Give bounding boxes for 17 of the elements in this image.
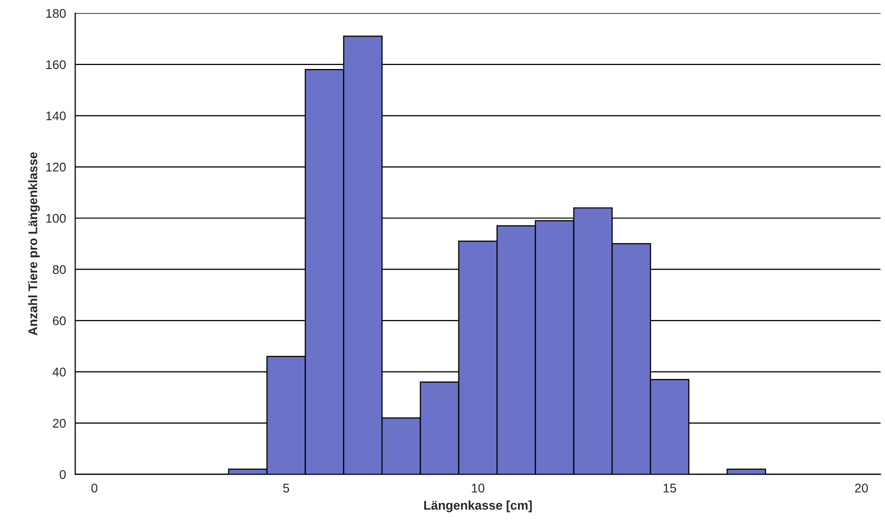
y-tick-label: 120 [46, 162, 66, 172]
y-tick-label: 180 [46, 8, 66, 18]
x-tick-label: 20 [855, 484, 868, 493]
x-tick-label: 0 [91, 484, 98, 493]
y-tick-label: 0 [60, 470, 66, 479]
x-tick-label: 10 [472, 484, 484, 493]
y-tick-label: 40 [52, 368, 66, 376]
x-axis-title: Längenkasse [cm] [424, 500, 532, 512]
x-tick-label: 5 [283, 484, 290, 493]
y-tick-label: 80 [52, 265, 66, 274]
y-tick-label: 140 [46, 111, 66, 120]
y-tick-label: 60 [52, 316, 66, 326]
y-tick-label: 160 [46, 60, 66, 70]
y-axis-title: Anzahl Tiere pro Längenklasse [28, 152, 40, 336]
y-tick-label: 100 [46, 214, 66, 223]
y-tick-label: 20 [52, 418, 66, 428]
x-tick-label: 15 [664, 484, 676, 493]
